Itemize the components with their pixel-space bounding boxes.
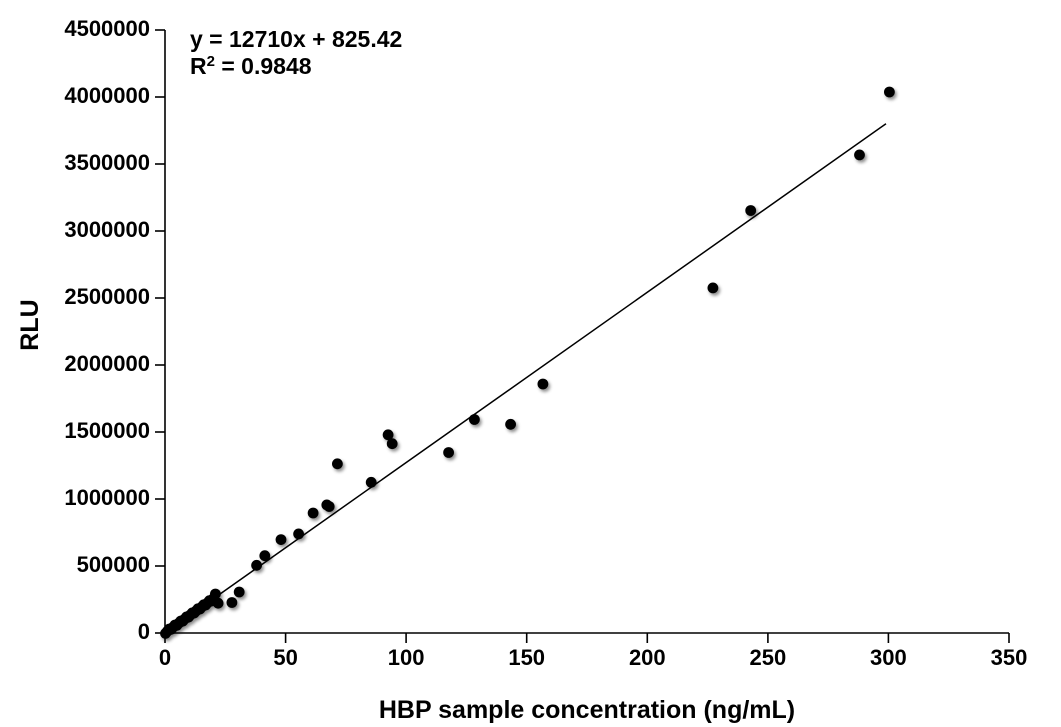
svg-text:100: 100 (388, 645, 425, 670)
svg-text:0: 0 (138, 619, 150, 644)
svg-text:50: 50 (273, 645, 297, 670)
svg-text:200: 200 (629, 645, 666, 670)
svg-text:3500000: 3500000 (64, 150, 150, 175)
svg-text:300: 300 (870, 645, 907, 670)
svg-text:R2 = 0.9848: R2 = 0.9848 (190, 53, 312, 80)
svg-text:3000000: 3000000 (64, 217, 150, 242)
svg-text:150: 150 (508, 645, 545, 670)
svg-text:0: 0 (159, 645, 171, 670)
svg-text:y = 12710x + 825.42: y = 12710x + 825.42 (190, 26, 402, 52)
svg-text:RLU: RLU (16, 299, 44, 350)
svg-text:4000000: 4000000 (64, 83, 150, 108)
svg-text:4500000: 4500000 (64, 16, 150, 41)
svg-text:2500000: 2500000 (64, 284, 150, 309)
svg-text:250: 250 (750, 645, 787, 670)
svg-text:1500000: 1500000 (64, 418, 150, 443)
svg-text:2000000: 2000000 (64, 351, 150, 376)
svg-text:500000: 500000 (77, 552, 150, 577)
svg-text:1000000: 1000000 (64, 485, 150, 510)
svg-text:350: 350 (991, 645, 1028, 670)
svg-text:HBP sample concentration (ng/m: HBP sample concentration (ng/mL) (379, 696, 795, 724)
